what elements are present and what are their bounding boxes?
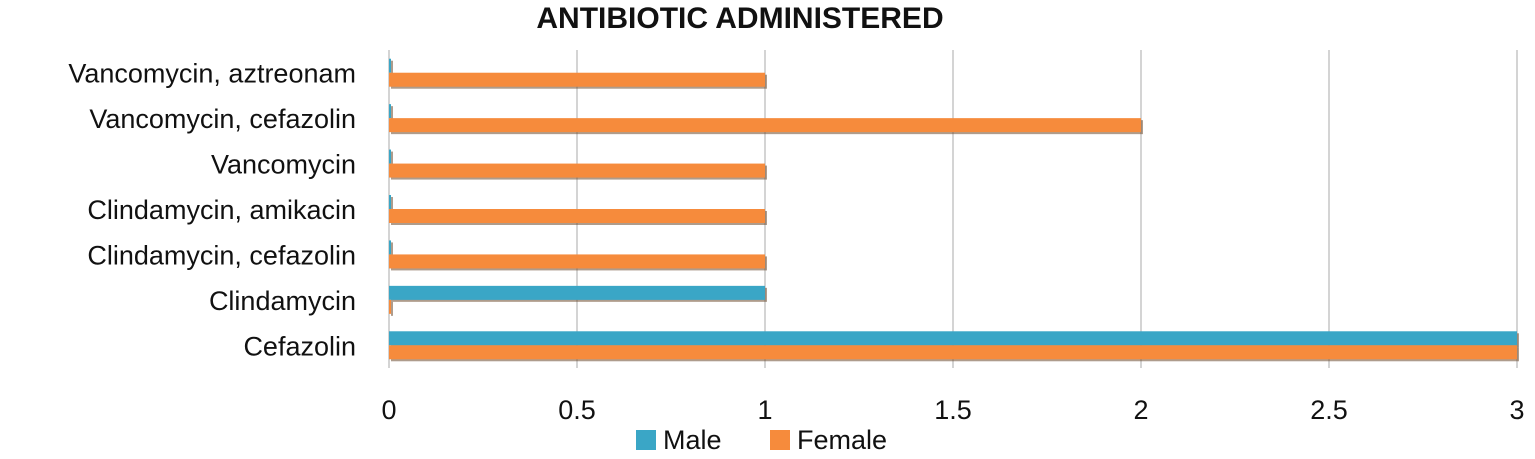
bar-fill (389, 104, 391, 119)
bar-fill (389, 195, 391, 209)
bar-female-3 (389, 209, 767, 225)
legend-swatch (636, 430, 656, 450)
bar-fill (389, 254, 765, 269)
bar-fill (389, 72, 765, 87)
category-label-5: Vancomycin, cefazolin (89, 104, 356, 134)
bar-male-5 (389, 104, 393, 121)
bar-male-0 (389, 331, 1519, 348)
category-label-4: Vancomycin (211, 150, 356, 180)
bar-male-6 (389, 58, 393, 75)
legend-item-female: Female (770, 425, 887, 455)
x-tick-label-6: 3 (1509, 395, 1524, 425)
chart-title: ANTIBIOTIC ADMINISTERED (536, 2, 943, 35)
bar-shadow (391, 60, 393, 75)
category-labels: Cefazolin Clindamycin Clindamycin, cefazol… (68, 59, 356, 362)
bar-fill (389, 163, 765, 178)
bar-female-2 (389, 254, 767, 271)
bar-shadow (391, 106, 393, 121)
category-label-1: Clindamycin (209, 286, 356, 316)
x-axis-tick-labels: 0 0.5 1 1.5 2 2.5 3 (381, 395, 1524, 425)
bar-fill (389, 240, 391, 255)
legend-label: Female (797, 425, 887, 455)
bar-fill (389, 58, 391, 73)
legend: Male Female (636, 425, 887, 455)
legend-label: Male (663, 425, 722, 455)
bar-male-1 (389, 285, 767, 302)
bar-fill (389, 149, 391, 164)
bar-male-4 (389, 149, 393, 166)
x-tick-label-4: 2 (1133, 395, 1148, 425)
bar-shadow (391, 301, 393, 316)
x-tick-label-1: 0.5 (558, 395, 596, 425)
legend-item-male: Male (636, 425, 722, 455)
bar-male-3 (389, 195, 393, 211)
bar-female-1 (389, 299, 393, 316)
bar-shadow (391, 151, 393, 166)
category-label-2: Clindamycin, cefazolin (87, 240, 356, 270)
bar-fill (389, 285, 765, 300)
bar-shadow (391, 242, 393, 257)
bar-shadow (391, 197, 393, 211)
x-tick-label-2: 1 (757, 395, 772, 425)
x-tick-label-5: 2.5 (1310, 395, 1348, 425)
bar-female-6 (389, 72, 767, 89)
legend-swatch (770, 430, 790, 450)
bar-fill (389, 331, 1517, 346)
bar-fill (389, 118, 1141, 133)
x-tick-label-3: 1.5 (934, 395, 972, 425)
bar-female-0 (389, 345, 1519, 362)
category-label-0: Cefazolin (243, 331, 356, 361)
bar-female-5 (389, 118, 1143, 135)
bar-fill (389, 209, 765, 223)
category-label-3: Clindamycin, amikacin (87, 195, 356, 225)
bar-female-4 (389, 163, 767, 180)
category-label-6: Vancomycin, aztreonam (68, 59, 356, 89)
bar-male-2 (389, 240, 393, 257)
bar-fill (389, 345, 1517, 360)
bars (389, 58, 1519, 362)
bar-fill (389, 299, 391, 314)
x-tick-label-0: 0 (381, 395, 396, 425)
